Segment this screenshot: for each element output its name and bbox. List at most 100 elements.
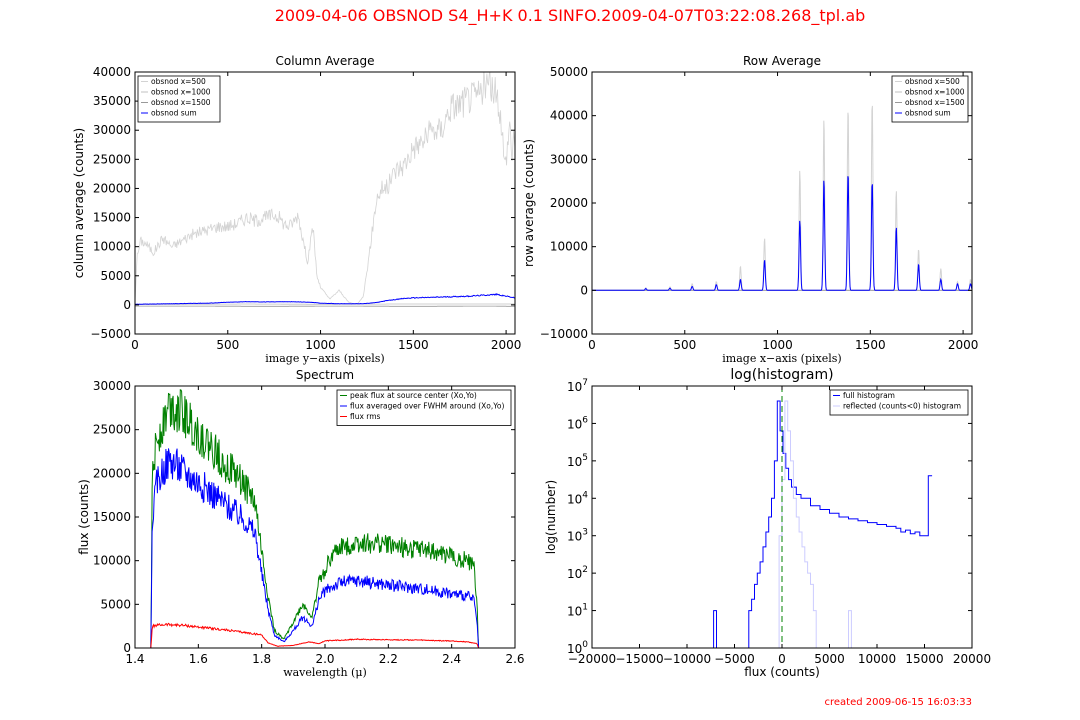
- spectrum-legend-box: [336, 389, 512, 426]
- histogram-plot-area: [713, 386, 933, 648]
- colavg-ytick-label: 0: [123, 298, 131, 312]
- rowavg-ylabel: row average (counts): [522, 139, 536, 267]
- histogram-ytick-label: 100: [567, 640, 588, 656]
- spectrum-series-1: [150, 448, 480, 648]
- colavg-frame: [134, 71, 516, 335]
- spectrum-ytick-label: 10000: [93, 554, 131, 568]
- rowavg-ytick-label: 40000: [550, 109, 588, 123]
- rowavg-legend-entry: obsnod sum: [905, 109, 951, 118]
- rowavg-ytick-label: 0: [580, 283, 588, 297]
- colavg-series-0: [135, 72, 515, 305]
- spectrum-series-0: [150, 389, 480, 648]
- spectrum-legend-entry: peak flux at source center (Xo,Yo): [350, 391, 477, 400]
- rowavg-legend-entry: obsnod x=500: [905, 77, 960, 86]
- rowavg-ytick-label: −10000: [540, 327, 588, 341]
- colavg-xlabel: image y−axis (pixels): [265, 352, 384, 365]
- rowavg-xlabel: image x−axis (pixels): [722, 352, 841, 365]
- colavg-legend-entry: obsnod x=1000: [151, 88, 211, 97]
- histogram-ytick-label: 102: [567, 565, 588, 581]
- colavg-legend-entry: obsnod sum: [151, 109, 197, 118]
- colavg-ylabel: column average (counts): [72, 128, 86, 278]
- histogram-legend: full histogram reflected (counts<0) histo…: [829, 389, 969, 416]
- rowavg-xtick-label: 1500: [855, 338, 886, 352]
- colavg-ytick-label: 40000: [93, 65, 131, 79]
- spectrum-ylabel: flux (counts): [77, 479, 91, 555]
- spectrum-series-2: [150, 622, 480, 648]
- rowavg-ytick-label: 20000: [550, 196, 588, 210]
- colavg-legend-entry: obsnod x=500: [151, 77, 206, 86]
- figure-suptitle: 2009-04-06 OBSNOD S4_H+K 0.1 SINFO.2009-…: [275, 6, 866, 26]
- rowavg-legend-entry: obsnod x=1500: [905, 98, 965, 107]
- histogram-ytick-label: 105: [567, 453, 588, 469]
- spectrum-xtick-label: 2.2: [379, 652, 398, 666]
- figure-footer: created 2009-06-15 16:03:33: [825, 697, 972, 708]
- colavg-xtick-label: 1000: [305, 338, 336, 352]
- histogram-xtick-label: 0: [778, 652, 786, 666]
- rowavg-plot-area: [592, 105, 972, 291]
- rowavg-series-3: [592, 176, 972, 291]
- colavg-ytick-label: 30000: [93, 123, 131, 137]
- spectrum-ytick-label: 25000: [93, 423, 131, 437]
- histogram-ytick-label: 103: [567, 528, 588, 544]
- colavg-xtick-label: 0: [131, 338, 139, 352]
- colavg-xtick-label: 500: [216, 338, 239, 352]
- histogram-xtick-label: 10000: [858, 652, 896, 666]
- spectrum-legend-entry: flux averaged over FWHM around (Xo,Yo): [350, 402, 504, 411]
- histogram-series-1: [778, 400, 852, 648]
- colavg-plot-area: [135, 72, 515, 307]
- histogram-legend-entry: reflected (counts<0) histogram: [843, 402, 961, 411]
- spectrum-ytick-label: 20000: [93, 466, 131, 480]
- rowavg-legend-entry: obsnod x=1000: [905, 88, 965, 97]
- rowavg-ytick-label: 30000: [550, 152, 588, 166]
- histogram-xtick-label: −20000: [568, 652, 616, 666]
- histogram-xtick-label: 15000: [905, 652, 943, 666]
- panel-spectrum: Spectrum 1.4 1.6 1.8 2.0 2.2 2.4 2.6 0 5000 10000 1…: [77, 368, 525, 679]
- colavg-series-3: [135, 293, 515, 305]
- spectrum-xtick-label: 2.6: [505, 652, 524, 666]
- panel-histogram: log(histogram) −20000 −15000 −10000 −5000 0 50…: [544, 367, 991, 679]
- histogram-ytick-label: 104: [567, 490, 588, 506]
- histogram-ylabel: log(number): [544, 480, 558, 555]
- rowavg-xtick-label: 1000: [762, 338, 793, 352]
- histogram-xtick-label: 5000: [814, 652, 845, 666]
- colavg-series-1: [135, 303, 515, 305]
- spectrum-xtick-label: 1.8: [252, 652, 271, 666]
- histogram-xtick-label: −5000: [714, 652, 755, 666]
- histogram-xtick-label: −10000: [663, 652, 711, 666]
- colavg-ytick-label: −5000: [90, 327, 131, 341]
- colavg-ytick-label: 35000: [93, 94, 131, 108]
- histogram-ytick-label: 107: [567, 378, 588, 394]
- histogram-legend-box: [829, 389, 969, 416]
- rowavg-series-0: [592, 105, 972, 291]
- histogram-xtick-label: −15000: [615, 652, 663, 666]
- histogram-ytick-label: 101: [567, 603, 588, 619]
- histogram-xlabel: flux (counts): [744, 665, 820, 679]
- rowavg-legend-box: [891, 75, 969, 123]
- spectrum-xtick-label: 2.4: [442, 652, 461, 666]
- spectrum-xtick-label: 1.6: [189, 652, 208, 666]
- colavg-ytick-label: 25000: [93, 152, 131, 166]
- colavg-title: Column Average: [275, 54, 374, 68]
- histogram-series-0: [713, 400, 933, 648]
- colavg-ytick-label: 15000: [93, 211, 131, 225]
- histogram-legend-entry: full histogram: [843, 391, 895, 400]
- histogram-ytick-label: 106: [567, 415, 588, 431]
- colavg-legend-box: [137, 75, 221, 123]
- spectrum-plot-area: [150, 389, 480, 648]
- spectrum-xtick-label: 2.0: [315, 652, 334, 666]
- spectrum-legend: peak flux at source center (Xo,Yo) flux a…: [336, 389, 512, 426]
- rowavg-ytick-label: 50000: [550, 65, 588, 79]
- rowavg-xtick-label: 2000: [948, 338, 979, 352]
- rowavg-ytick-label: 10000: [550, 240, 588, 254]
- rowavg-xtick-label: 0: [588, 338, 596, 352]
- spectrum-ytick-label: 5000: [100, 597, 131, 611]
- spectrum-xlabel: wavelength (μ): [283, 666, 367, 679]
- colavg-legend-entry: obsnod x=1500: [151, 98, 211, 107]
- colavg-xtick-label: 1500: [398, 338, 429, 352]
- histogram-xtick-label: 20000: [953, 652, 991, 666]
- rowavg-title: Row Average: [743, 54, 821, 68]
- spectrum-ytick-label: 15000: [93, 510, 131, 524]
